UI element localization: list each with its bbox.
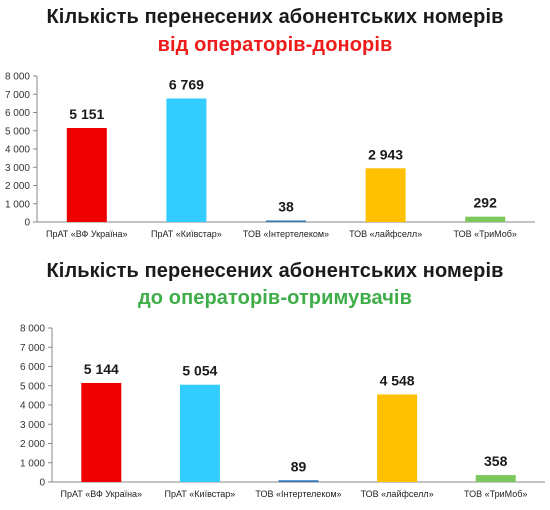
y-tick-label: 8 000	[20, 324, 45, 335]
bar	[81, 382, 122, 482]
bar	[465, 216, 506, 222]
bar-value-label: 5 151	[69, 106, 104, 122]
chart2-title: Кількість перенесених абонентських номер…	[46, 260, 504, 282]
bar-value-label: 38	[278, 199, 294, 215]
y-tick-label: 4 000	[20, 401, 45, 412]
category-label: ПрАТ «ВФ Україна»	[61, 489, 143, 499]
y-tick-label: 8 000	[5, 72, 30, 83]
bar	[179, 384, 220, 482]
bar	[377, 394, 418, 482]
category-label: ПрАТ «Київстар»	[151, 229, 222, 239]
category-label: ТОВ «Інтертелеком»	[243, 229, 329, 239]
bar	[66, 127, 107, 222]
y-tick-label: 0	[39, 478, 45, 489]
bar-value-label: 6 769	[169, 76, 204, 92]
bar-value-label: 358	[484, 453, 508, 469]
bar-value-label: 5 144	[84, 361, 119, 377]
chart1-title: Кількість перенесених абонентських номер…	[46, 6, 504, 28]
y-tick-label: 2 000	[5, 181, 30, 192]
category-label: ПрАТ «Київстар»	[165, 489, 236, 499]
y-tick-label: 5 000	[20, 381, 45, 392]
category-label: ТОВ «лайфселл»	[361, 489, 434, 499]
y-tick-label: 1 000	[20, 458, 45, 469]
bar	[166, 98, 207, 222]
bar	[365, 168, 406, 222]
bar-value-label: 2 943	[368, 146, 403, 162]
donor-bar-chart: 0 1 000 2 000 3 000 4 000 5 000 6 000 7 000 8 00…	[5, 72, 535, 239]
chart1-subtitle: від операторів-донорів	[157, 34, 393, 56]
y-tick-label: 6 000	[5, 108, 30, 119]
category-label: ТОВ «ТриМоб»	[453, 229, 516, 239]
y-tick-label: 1 000	[5, 199, 30, 210]
category-label: ТОВ «Інтертелеком»	[255, 489, 341, 499]
bar	[475, 475, 516, 482]
category-label: ПрАТ «ВФ Україна»	[46, 229, 128, 239]
bar-value-label: 89	[291, 458, 307, 474]
y-tick-label: 0	[24, 218, 30, 229]
bar-value-label: 292	[474, 195, 498, 211]
bar-value-label: 4 548	[380, 372, 415, 388]
y-tick-label: 7 000	[5, 90, 30, 101]
chart2-subtitle: до операторів-отримувачів	[137, 287, 412, 309]
y-tick-label: 3 000	[5, 163, 30, 174]
y-tick-label: 5 000	[5, 126, 30, 137]
bar	[278, 480, 319, 482]
recipient-bar-chart: 0 1 000 2 000 3 000 4 000 5 000 6 000 7 000 8 00…	[20, 324, 545, 499]
bar	[266, 220, 306, 222]
bar-value-label: 5 054	[182, 363, 217, 379]
category-label: ТОВ «лайфселл»	[349, 229, 422, 239]
y-tick-label: 2 000	[20, 439, 45, 450]
y-tick-label: 3 000	[20, 420, 45, 431]
category-label: ТОВ «ТриМоб»	[464, 489, 527, 499]
y-tick-label: 6 000	[20, 362, 45, 373]
y-tick-label: 4 000	[5, 145, 30, 156]
y-tick-label: 7 000	[20, 343, 45, 354]
